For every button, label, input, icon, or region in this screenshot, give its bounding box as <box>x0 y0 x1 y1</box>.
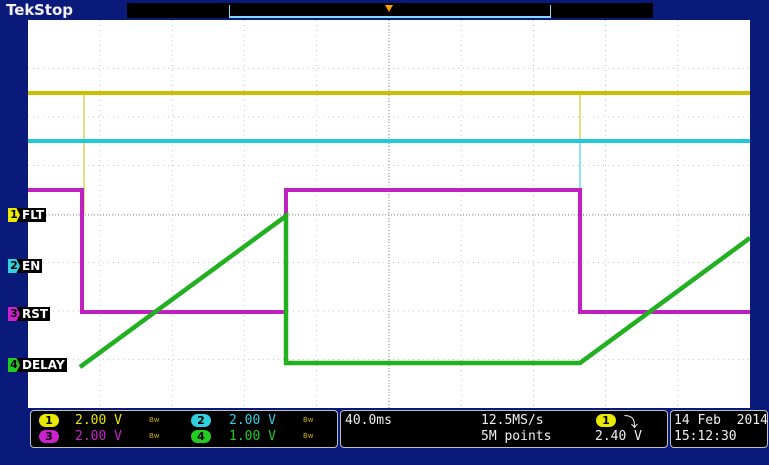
channel-3-number: 3 <box>8 307 20 321</box>
horizontal-trigger-panel[interactable]: 40.0ms 12.5MS/s 5M points 1 ⤵ 2.40 V <box>340 410 668 448</box>
waveform-graticule <box>28 20 750 408</box>
waveform-display[interactable] <box>28 20 750 408</box>
ch4-waveform <box>78 211 750 369</box>
channel-1-number: 1 <box>8 208 20 222</box>
top-status-bar: Tek Stop <box>0 0 769 20</box>
ch1-scale[interactable]: 2.00 V <box>75 413 122 428</box>
record-length: 5M points <box>481 429 552 444</box>
time-readout: 15:12:30 <box>674 429 737 444</box>
channel-1-label: FLT <box>22 208 45 222</box>
ch2-bandwidth-icon: Bᴡ <box>303 416 314 424</box>
trigger-level[interactable]: 2.40 V <box>595 429 642 444</box>
channel-2-number: 2 <box>8 259 20 273</box>
ch3-readout-chip[interactable]: 3 <box>39 430 59 443</box>
ch2-scale[interactable]: 2.00 V <box>229 413 276 428</box>
acquisition-status[interactable]: Stop <box>34 1 74 19</box>
ch1-readout-chip[interactable]: 1 <box>39 414 59 427</box>
channel-4-label: DELAY <box>22 358 65 372</box>
falling-edge-icon[interactable]: ⤵ <box>624 415 638 431</box>
sample-rate: 12.5MS/s <box>481 413 544 428</box>
channel-3-marker[interactable]: 3 RST <box>8 307 51 321</box>
ch4-bandwidth-icon: Bᴡ <box>303 432 314 440</box>
brand-logo: Tek <box>6 1 35 19</box>
channel-1-marker[interactable]: 1 FLT <box>8 208 47 222</box>
trigger-source-chip[interactable]: 1 <box>596 414 616 427</box>
date-readout: 14 Feb 2014 <box>674 413 768 428</box>
channel-2-marker[interactable]: 2 EN <box>8 259 43 273</box>
ch4-readout-chip[interactable]: 4 <box>191 430 211 443</box>
trigger-position-icon[interactable] <box>385 5 393 12</box>
ch3-bandwidth-icon: Bᴡ <box>149 432 160 440</box>
channel-3-label: RST <box>22 307 49 321</box>
channel-2-label: EN <box>22 259 41 273</box>
channel-4-marker[interactable]: 4 DELAY <box>8 358 67 372</box>
ch4-scale[interactable]: 1.00 V <box>229 429 276 444</box>
ch2-readout-chip[interactable]: 2 <box>191 414 211 427</box>
channel-readout-panel[interactable]: 1 2.00 V Bᴡ 3 2.00 V Bᴡ 2 2.00 V Bᴡ 4 1.… <box>30 410 338 448</box>
ch3-scale[interactable]: 2.00 V <box>75 429 122 444</box>
datetime-panel: 14 Feb 2014 15:12:30 <box>670 410 768 448</box>
ch1-bandwidth-icon: Bᴡ <box>149 416 160 424</box>
horizontal-scale[interactable]: 40.0ms <box>345 413 392 428</box>
channel-4-number: 4 <box>8 358 20 372</box>
record-view-window[interactable] <box>229 5 551 18</box>
